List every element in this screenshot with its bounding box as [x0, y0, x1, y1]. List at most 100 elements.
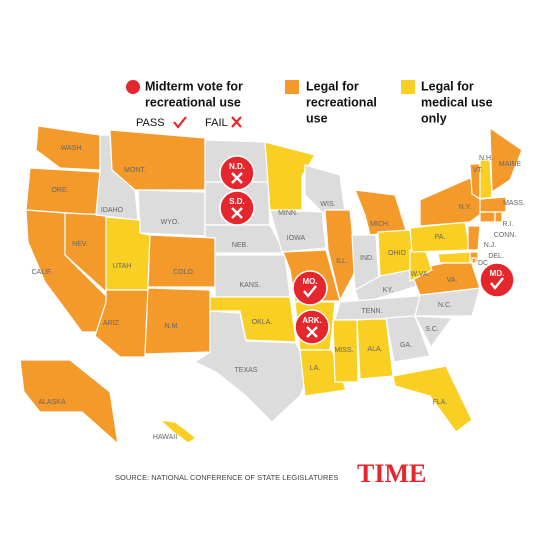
legend-text: only	[421, 111, 447, 125]
legend-text: Legal for	[421, 79, 474, 93]
state	[109, 129, 206, 191]
state	[385, 315, 431, 363]
state-label: N.C.	[438, 302, 452, 309]
state	[264, 141, 316, 211]
state	[354, 189, 407, 236]
state-label: WYO.	[161, 219, 180, 226]
legend-vote-swatch	[126, 80, 140, 94]
state	[489, 126, 523, 194]
state-label: FLA.	[433, 399, 448, 406]
state-label: DEL.	[488, 253, 504, 260]
state-label: N.J.	[484, 242, 497, 249]
vote-label: N.D.	[229, 162, 245, 171]
state-label: NEV.	[72, 241, 88, 248]
state	[35, 125, 101, 171]
state	[147, 234, 216, 288]
state	[193, 310, 311, 423]
state-label: ARIZ.	[103, 320, 121, 327]
state-label: CALIF.	[31, 269, 52, 276]
state	[137, 189, 206, 237]
state	[479, 159, 493, 200]
x-icon	[231, 172, 243, 184]
check-icon	[173, 116, 187, 129]
legend-fail: FAIL	[205, 117, 228, 129]
check-icon	[490, 277, 504, 290]
state-label: WIS.	[320, 201, 335, 208]
state	[144, 287, 211, 355]
state-label: ALASKA	[38, 399, 66, 406]
state	[479, 211, 496, 223]
x-icon	[231, 207, 243, 219]
state-label: TEXAS	[235, 367, 258, 374]
state	[437, 251, 471, 264]
x-icon	[306, 326, 318, 338]
state	[467, 225, 481, 251]
state-label: VA.	[447, 277, 458, 284]
legend-medical-swatch	[401, 80, 415, 94]
brand-logo: TIME	[357, 459, 426, 488]
state-label: MONT.	[124, 167, 146, 174]
state-label: CONN.	[494, 232, 517, 239]
state-label: MINN.	[278, 210, 298, 217]
state	[413, 315, 454, 349]
state	[471, 257, 477, 264]
state	[479, 196, 507, 213]
legend-text: recreational use	[145, 95, 241, 109]
state	[19, 359, 119, 446]
state-label: ILL.	[336, 258, 348, 265]
state-label: MAINE	[499, 161, 522, 168]
state-label: HAWAII	[153, 434, 177, 441]
legend-recreational-swatch	[285, 80, 299, 94]
state-label: TENN.	[362, 308, 383, 315]
vote-label: S.D.	[229, 197, 245, 206]
state-label: DC	[478, 260, 488, 267]
check-icon	[303, 285, 317, 298]
state-label: KY.	[383, 287, 393, 294]
state-label: IOWA	[287, 235, 306, 242]
source: SOURCE: NATIONAL CONFERENCE OF STATE LEG…	[115, 473, 338, 482]
state	[204, 224, 287, 254]
state	[392, 365, 473, 433]
state-label: S.C.	[425, 326, 439, 333]
state-label: N.Y.	[459, 204, 472, 211]
state-label: MASS.	[503, 200, 525, 207]
state-label: N.H.	[479, 155, 493, 162]
legend-text: Legal for	[306, 79, 359, 93]
states: WASH. ORE. CALIF. NEV. IDAHO MONT. WYO. UTAH COL…	[19, 125, 525, 446]
state-label: WASH.	[61, 145, 84, 152]
state-label: GA.	[400, 342, 412, 349]
state	[214, 254, 291, 298]
state-label: VT.	[473, 167, 483, 174]
state-label: R.I.	[503, 221, 514, 228]
state-label: IND.	[360, 255, 374, 262]
state	[324, 209, 357, 302]
state	[269, 209, 327, 253]
state-label: COLO.	[173, 269, 195, 276]
state-label: OKLA.	[252, 319, 273, 326]
vote-marker	[219, 155, 255, 191]
vote-label: MO.	[302, 277, 317, 286]
vote-marker	[219, 190, 255, 226]
legend-text: use	[306, 111, 328, 125]
vote-marker	[479, 262, 515, 298]
legend-text: medical use	[421, 95, 493, 109]
state-label: PA.	[435, 234, 446, 241]
vote-marker	[294, 309, 330, 345]
vote-marker	[292, 270, 328, 306]
state-label: MISS.	[334, 347, 353, 354]
x-icon	[231, 116, 242, 128]
state-label: KANS.	[239, 282, 260, 289]
state-label: W.VA.	[411, 271, 430, 278]
state-label: UTAH	[113, 263, 132, 270]
state	[419, 177, 487, 227]
legend-pass: PASS	[136, 117, 165, 129]
legend-text: Midterm vote for	[145, 79, 243, 93]
state-label: LA.	[310, 365, 321, 372]
vote-label: MD.	[490, 269, 505, 278]
state-label: N.M.	[165, 323, 180, 330]
vote-label: ARK.	[302, 316, 322, 325]
legend-text: recreational	[306, 95, 377, 109]
state-label: IDAHO	[101, 207, 124, 214]
state-label: ALA.	[367, 346, 382, 353]
